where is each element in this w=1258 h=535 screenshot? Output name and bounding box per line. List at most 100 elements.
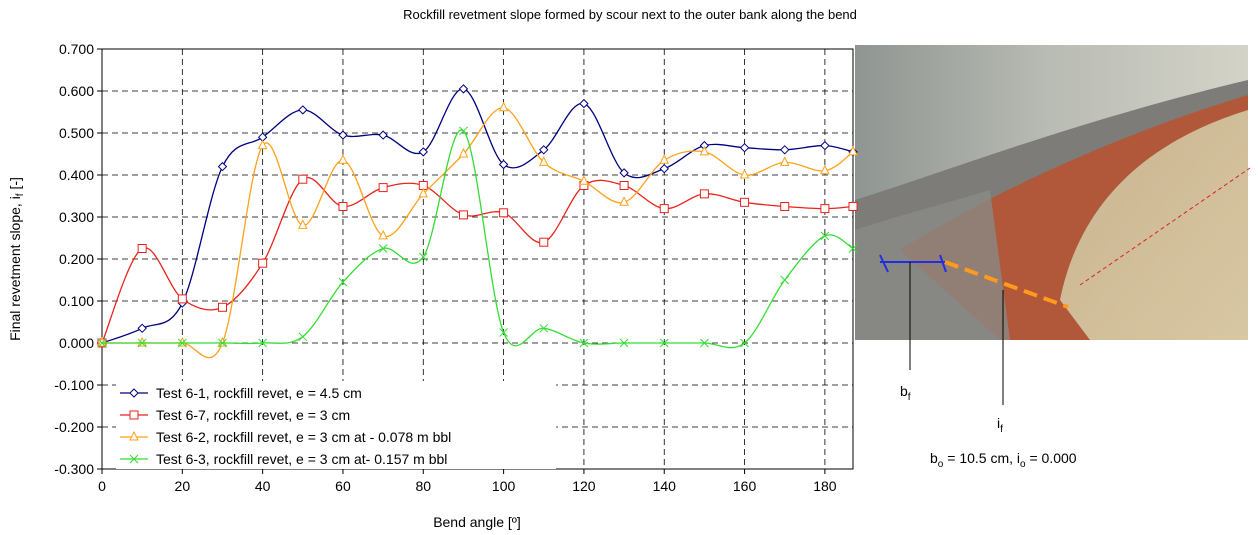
y-tick-label: -0.300 (54, 461, 94, 477)
annotation-bottom: bo = 10.5 cm, io = 0.000 (930, 450, 1077, 470)
marker (97, 336, 107, 347)
marker (739, 168, 750, 179)
marker (258, 338, 267, 348)
legend-label: Test 6-2, rockfill revet, e = 3 cm at - … (156, 429, 451, 445)
marker (177, 294, 187, 304)
annotation-part: = 10.5 cm, i (943, 450, 1020, 466)
marker (257, 139, 268, 150)
marker (659, 204, 669, 214)
legend-label: Test 6-7, rockfill revet, e = 3 cm (156, 407, 350, 423)
y-axis-label-part: Final revetment slope, i (7, 196, 23, 341)
marker (848, 145, 858, 156)
marker (298, 174, 308, 184)
marker (499, 208, 509, 218)
x-tick-label: 20 (175, 478, 191, 494)
marker (137, 336, 147, 347)
legend-marker (129, 454, 139, 464)
marker (177, 338, 187, 348)
marker (699, 189, 709, 199)
marker (820, 164, 830, 175)
marker (739, 142, 750, 153)
marker (378, 244, 388, 253)
y-axis-label-part: [-] (7, 177, 23, 193)
y-tick-label: -0.200 (54, 419, 94, 435)
marker (659, 154, 670, 164)
marker (218, 338, 227, 348)
marker (820, 140, 830, 151)
y-tick-label: 0.500 (59, 125, 94, 141)
marker (740, 197, 750, 207)
annotation-sub: f (908, 392, 911, 403)
marker (217, 302, 227, 312)
marker (378, 183, 388, 193)
marker (820, 231, 830, 241)
y-tick-label: 0.400 (59, 167, 94, 183)
annotation-part: b (930, 450, 938, 466)
x-tick-label: 100 (492, 478, 516, 494)
marker (338, 202, 348, 211)
y-tick-label: 0.700 (59, 41, 94, 57)
marker (458, 84, 469, 94)
marker (498, 159, 509, 170)
marker (378, 130, 388, 140)
y-axis-label-sub: f (15, 193, 26, 196)
marker (539, 145, 549, 155)
marker (298, 105, 308, 115)
marker (458, 210, 468, 220)
marker (780, 145, 790, 155)
marker (458, 147, 469, 158)
x-tick-label: 180 (813, 478, 837, 494)
annotation-part: b (900, 383, 908, 399)
marker (700, 338, 709, 348)
marker (619, 168, 629, 178)
marker (539, 237, 549, 247)
y-axis-label: Final revetment slope, if [-] (7, 177, 26, 341)
y-tick-label: 0.300 (59, 209, 94, 225)
marker (298, 332, 308, 342)
marker (97, 338, 107, 348)
marker (499, 328, 508, 337)
x-tick-label: 0 (98, 478, 106, 494)
y-tick-label: 0.600 (59, 83, 94, 99)
annotation-if: if (997, 415, 1003, 435)
marker (137, 244, 147, 253)
marker (258, 258, 268, 268)
marker (338, 277, 348, 287)
marker (659, 163, 669, 174)
marker (459, 126, 468, 136)
y-tick-label: 0.000 (59, 335, 94, 351)
marker (780, 202, 790, 211)
marker (217, 161, 228, 172)
marker (780, 275, 790, 285)
marker (418, 187, 429, 198)
y-tick-label: 0.100 (59, 293, 94, 309)
marker (579, 98, 589, 109)
photo (855, 45, 1251, 405)
x-tick-label: 40 (255, 478, 271, 494)
marker (619, 181, 629, 190)
annotation-bf: bf (900, 383, 911, 403)
marker (619, 338, 629, 348)
marker (820, 204, 830, 214)
marker (539, 323, 549, 333)
legend-label: Test 6-1, rockfill revet, e = 4.5 cm (156, 385, 362, 401)
marker (659, 338, 669, 348)
x-tick-label: 160 (733, 478, 757, 494)
series-line (102, 107, 854, 359)
marker (848, 202, 858, 211)
marker (619, 196, 629, 206)
marker (177, 336, 188, 347)
y-tick-label: -0.100 (54, 377, 94, 393)
marker (848, 244, 858, 253)
marker (418, 252, 428, 262)
marker (137, 323, 147, 334)
marker (378, 229, 388, 240)
x-tick-label: 120 (572, 478, 596, 494)
marker (498, 101, 509, 112)
annotation-part: i (997, 415, 1000, 431)
x-axis-label: Bend angle [º] (433, 514, 521, 530)
marker (418, 147, 428, 157)
series-line (102, 129, 854, 349)
legend-marker (129, 430, 139, 441)
legend: Test 6-1, rockfill revet, e = 4.5 cm Test… (116, 381, 556, 469)
